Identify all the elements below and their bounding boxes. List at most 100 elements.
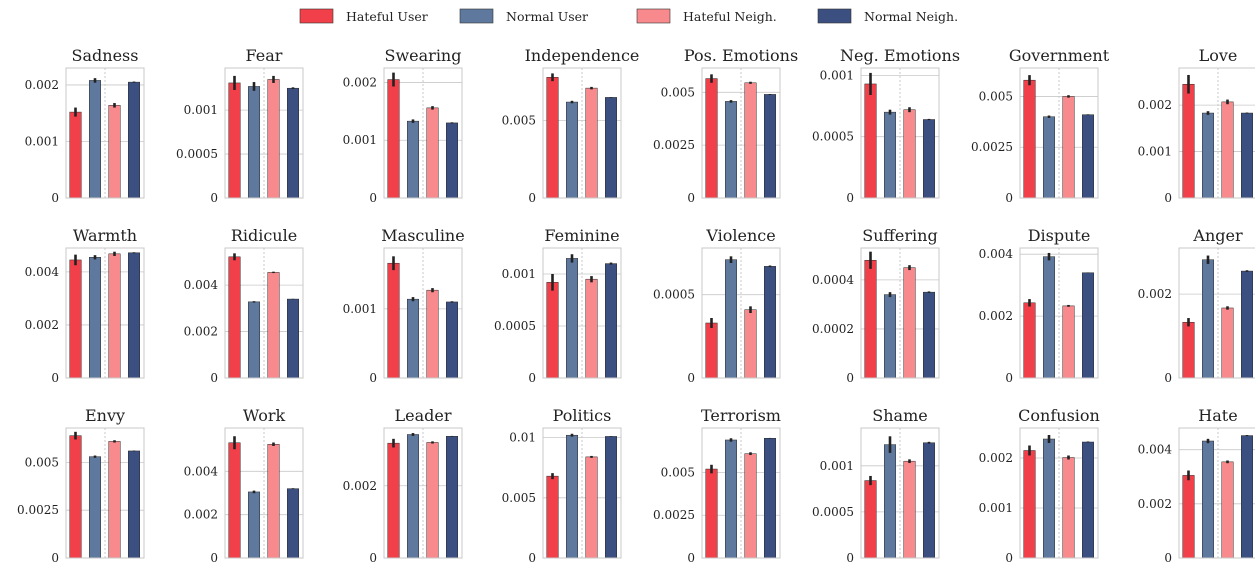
bar <box>605 97 617 199</box>
bar <box>764 94 776 199</box>
bar <box>287 87 299 199</box>
bar <box>128 252 140 379</box>
bar <box>248 491 260 559</box>
panel-violence: 0 0.0005 Violence <box>653 226 781 385</box>
axes-frame <box>860 427 940 559</box>
bar <box>446 436 458 559</box>
y-tick-label: 0.001 <box>979 501 1013 515</box>
bar <box>605 263 617 379</box>
y-tick-label: 0.004 <box>979 247 1014 261</box>
axes-frame <box>224 67 304 199</box>
chart-title: Swearing <box>385 46 462 65</box>
bar <box>128 450 140 559</box>
chart-title: Violence <box>705 226 775 245</box>
y-tick-label: 0 <box>846 371 854 385</box>
bar <box>228 256 241 379</box>
y-tick-label: 0.0005 <box>176 147 218 161</box>
y-tick-label: 0.002 <box>25 318 59 332</box>
y-tick-label: 0 <box>51 551 59 565</box>
bar <box>267 444 280 559</box>
bar <box>267 79 280 199</box>
bar <box>108 105 121 199</box>
y-tick-label: 0 <box>687 191 695 205</box>
bar <box>287 298 299 379</box>
legend-swatch <box>817 8 852 24</box>
y-tick-label: 0 <box>528 191 536 205</box>
bar <box>566 101 578 199</box>
bar <box>426 442 439 559</box>
chart-title: Fear <box>246 46 283 65</box>
axes-frame <box>542 427 622 559</box>
axes-frame <box>1178 427 1255 559</box>
bar <box>585 87 598 199</box>
y-tick-label: 0.002 <box>343 75 377 89</box>
chart-title: Hate <box>1198 406 1237 425</box>
y-tick-label: 0 <box>528 551 536 565</box>
y-tick-label: 0.0025 <box>653 508 695 522</box>
chart-title: Terrorism <box>701 406 781 425</box>
bar <box>426 107 439 199</box>
y-tick-label: 0 <box>210 371 218 385</box>
bar <box>89 257 101 379</box>
chart-title: Sadness <box>72 46 139 65</box>
y-tick-label: 0 <box>528 371 536 385</box>
bar <box>108 441 121 559</box>
chart-title: Suffering <box>862 226 937 245</box>
bar <box>585 278 598 379</box>
y-tick-label: 0.005 <box>502 114 536 128</box>
axes-frame <box>701 247 781 379</box>
bar <box>228 82 241 199</box>
panel-sadness: 0 0.001 0.002 Sadness <box>25 46 145 205</box>
y-tick-label: 0.0005 <box>653 288 695 302</box>
panel-politics: 0 0.005 0.01 Politics <box>502 406 622 565</box>
y-tick-label: 0 <box>369 371 377 385</box>
bar <box>69 111 82 199</box>
y-tick-label: 0 <box>1005 191 1013 205</box>
bar <box>546 282 559 379</box>
axes-frame <box>542 247 622 379</box>
bar <box>387 442 400 559</box>
axes-frame <box>383 247 463 379</box>
panel-neg-emotions: 0 0.0005 0.001 Neg. Emotions <box>812 46 960 205</box>
bar <box>1202 112 1214 199</box>
y-tick-label: 0.002 <box>25 78 59 92</box>
y-tick-label: 0.002 <box>343 479 377 493</box>
bar <box>546 77 559 199</box>
y-tick-label: 0.005 <box>25 455 59 469</box>
axes-frame <box>701 67 781 199</box>
axes-frame <box>1019 67 1099 199</box>
bar <box>566 258 578 379</box>
legend-item: Hateful User <box>299 8 428 24</box>
bar <box>705 78 718 199</box>
bar <box>923 119 935 199</box>
y-tick-label: 0.0004 <box>812 273 854 287</box>
bar <box>1062 96 1075 199</box>
y-tick-label: 0.002 <box>184 508 218 522</box>
y-tick-label: 0 <box>210 191 218 205</box>
bar <box>546 475 559 559</box>
y-tick-label: 0.004 <box>25 265 60 279</box>
chart-title: Love <box>1199 46 1238 65</box>
axes-frame <box>1019 247 1099 379</box>
y-tick-label: 0 <box>846 551 854 565</box>
y-tick-label: 0.002 <box>1138 98 1172 112</box>
legend-swatch <box>636 8 671 24</box>
bar <box>864 260 877 379</box>
legend-item: Hateful Neigh. <box>636 8 777 24</box>
chart-title: Envy <box>85 406 125 425</box>
bar <box>426 289 439 379</box>
chart-title: Dispute <box>1028 226 1091 245</box>
bar <box>1221 461 1234 559</box>
y-tick-label: 0.01 <box>509 431 536 445</box>
chart-title: Neg. Emotions <box>840 46 960 65</box>
bar <box>884 294 896 379</box>
axes-frame <box>1178 67 1255 199</box>
y-tick-label: 0.004 <box>1138 443 1173 457</box>
bar <box>1241 435 1253 559</box>
bar <box>1082 441 1094 559</box>
legend-swatch <box>299 8 334 24</box>
chart-title: Independence <box>525 46 640 65</box>
axes-frame <box>224 427 304 559</box>
bar <box>725 101 737 199</box>
bar <box>1241 270 1253 379</box>
